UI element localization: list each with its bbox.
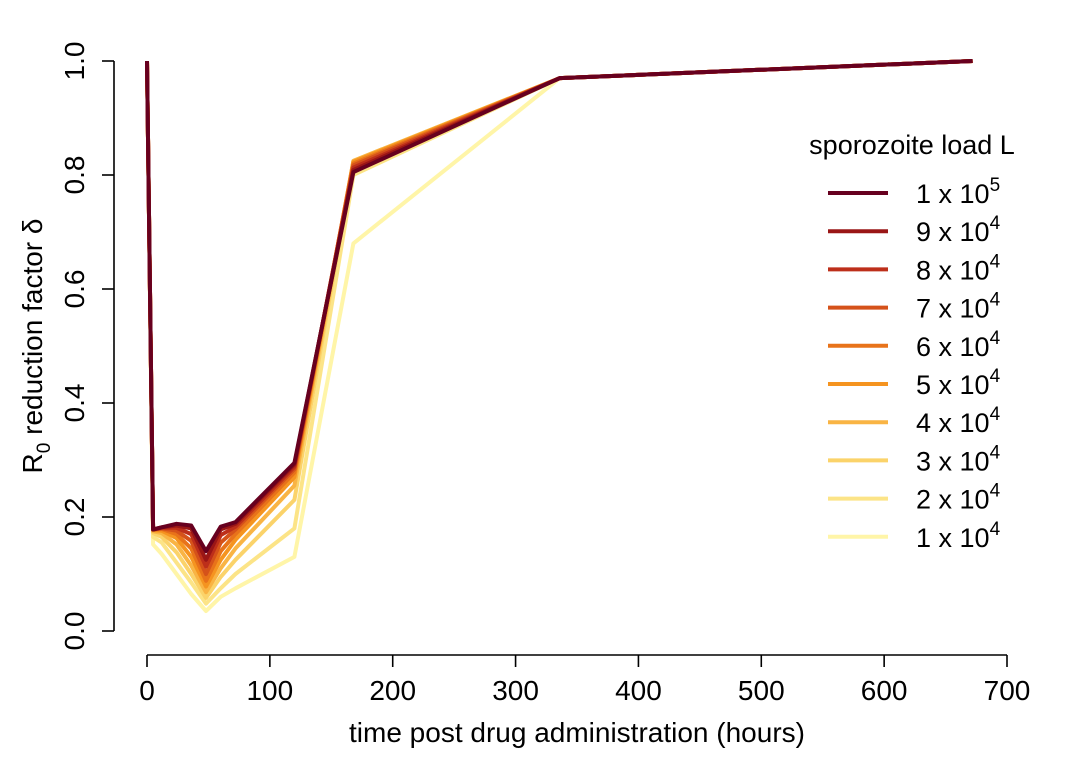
legend-label: 1 x 105 <box>916 175 1000 209</box>
legend-items: 1 x 105 9 x 104 8 x 104 7 x 104 6 x 104 5 x 1… <box>828 175 1001 553</box>
x-tick-label: 500 <box>738 675 785 706</box>
series-line <box>145 59 973 613</box>
y-tick-label: 0.8 <box>59 156 90 195</box>
x-tick-label: 400 <box>615 675 662 706</box>
legend: sporozoite load L 1 x 105 9 x 104 8 x 104 7… <box>809 130 1015 553</box>
y-axis-title: R0 reduction factor δ <box>17 219 55 474</box>
legend-label: 4 x 104 <box>916 404 1001 438</box>
x-tick-label: 300 <box>492 675 539 706</box>
legend-label: 1 x 104 <box>916 519 1001 553</box>
series-line <box>145 59 973 554</box>
legend-label: 3 x 104 <box>916 442 1001 476</box>
x-tick-label: 100 <box>246 675 293 706</box>
series-line <box>145 59 973 606</box>
y-axis-title-main: R <box>17 453 48 473</box>
y-axis-title-rest: reduction factor δ <box>17 219 48 443</box>
y-tick-label: 0.2 <box>59 498 90 537</box>
legend-label: 9 x 104 <box>916 213 1001 247</box>
x-axis-title: time post drug administration (hours) <box>349 717 805 748</box>
axes: 0.0 0.2 0.4 0.6 0.8 1.0 0 100 200 300 400 500 600 70… <box>59 42 1030 706</box>
legend-label: 7 x 104 <box>916 290 1001 324</box>
x-tick-label: 700 <box>984 675 1031 706</box>
legend-label: 5 x 104 <box>916 366 1001 400</box>
y-axis-title-subscript: 0 <box>34 443 55 454</box>
x-axis-ticks: 0 100 200 300 400 500 600 700 <box>139 655 1030 706</box>
y-tick-label: 0.6 <box>59 270 90 309</box>
y-axis-ticks: 0.0 0.2 0.4 0.6 0.8 1.0 <box>59 42 114 651</box>
series-lines <box>145 59 973 613</box>
y-tick-label: 1.0 <box>59 42 90 81</box>
x-tick-label: 0 <box>139 675 155 706</box>
y-tick-label: 0.0 <box>59 612 90 651</box>
legend-label: 6 x 104 <box>916 328 1001 362</box>
y-tick-label: 0.4 <box>59 384 90 423</box>
x-tick-label: 600 <box>861 675 908 706</box>
legend-label: 2 x 104 <box>916 481 1001 515</box>
legend-title: sporozoite load L <box>809 130 1015 160</box>
x-tick-label: 200 <box>369 675 416 706</box>
legend-label: 8 x 104 <box>916 251 1001 285</box>
